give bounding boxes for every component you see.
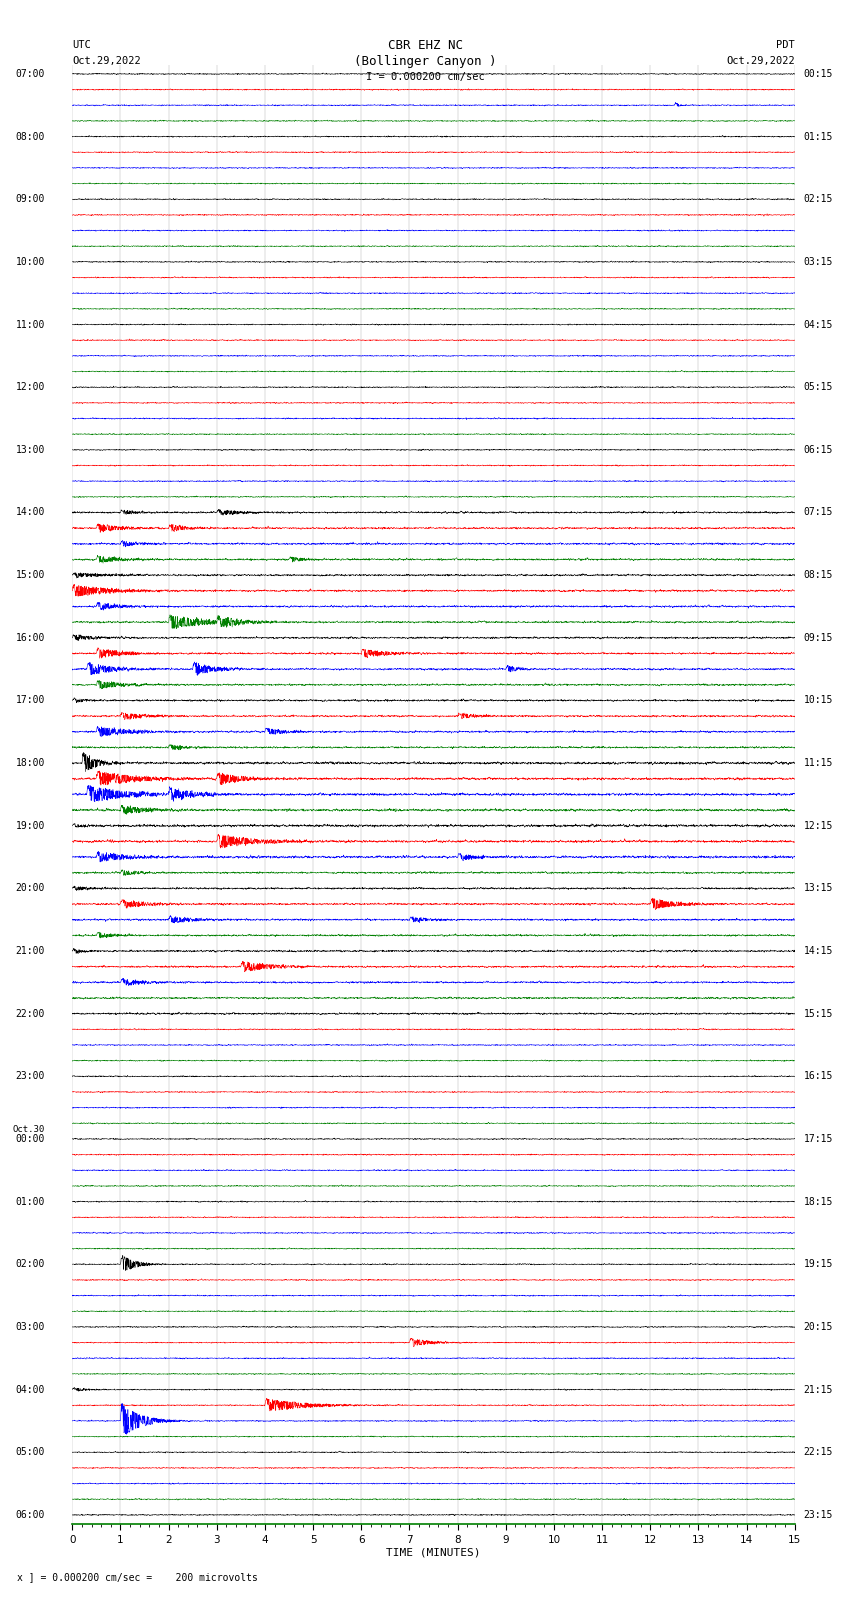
- Text: 16:00: 16:00: [15, 632, 45, 642]
- Text: UTC: UTC: [72, 40, 91, 50]
- Text: 20:00: 20:00: [15, 884, 45, 894]
- Text: 07:00: 07:00: [15, 69, 45, 79]
- Text: 23:00: 23:00: [15, 1071, 45, 1081]
- Text: 04:15: 04:15: [803, 319, 833, 329]
- Text: CBR EHZ NC: CBR EHZ NC: [388, 39, 462, 52]
- Text: 03:00: 03:00: [15, 1323, 45, 1332]
- Text: 21:15: 21:15: [803, 1384, 833, 1395]
- Text: 20:15: 20:15: [803, 1323, 833, 1332]
- Text: 10:00: 10:00: [15, 256, 45, 266]
- Text: 07:15: 07:15: [803, 508, 833, 518]
- X-axis label: TIME (MINUTES): TIME (MINUTES): [386, 1547, 481, 1558]
- Text: Oct.30: Oct.30: [13, 1126, 45, 1134]
- Text: 17:15: 17:15: [803, 1134, 833, 1144]
- Text: 14:15: 14:15: [803, 947, 833, 957]
- Text: Oct.29,2022: Oct.29,2022: [726, 56, 795, 66]
- Text: 15:15: 15:15: [803, 1008, 833, 1019]
- Text: 06:15: 06:15: [803, 445, 833, 455]
- Text: 01:00: 01:00: [15, 1197, 45, 1207]
- Text: 00:00: 00:00: [15, 1134, 45, 1144]
- Text: 10:15: 10:15: [803, 695, 833, 705]
- Text: 15:00: 15:00: [15, 569, 45, 581]
- Text: I = 0.000200 cm/sec: I = 0.000200 cm/sec: [366, 73, 484, 82]
- Text: x ] = 0.000200 cm/sec =    200 microvolts: x ] = 0.000200 cm/sec = 200 microvolts: [17, 1573, 258, 1582]
- Text: 23:15: 23:15: [803, 1510, 833, 1519]
- Text: 22:00: 22:00: [15, 1008, 45, 1019]
- Text: 18:00: 18:00: [15, 758, 45, 768]
- Text: 16:15: 16:15: [803, 1071, 833, 1081]
- Text: 13:00: 13:00: [15, 445, 45, 455]
- Text: 22:15: 22:15: [803, 1447, 833, 1457]
- Text: 05:15: 05:15: [803, 382, 833, 392]
- Text: 19:15: 19:15: [803, 1260, 833, 1269]
- Text: 11:00: 11:00: [15, 319, 45, 329]
- Text: 09:15: 09:15: [803, 632, 833, 642]
- Text: 21:00: 21:00: [15, 947, 45, 957]
- Text: 11:15: 11:15: [803, 758, 833, 768]
- Text: (Bollinger Canyon ): (Bollinger Canyon ): [354, 55, 496, 68]
- Text: 14:00: 14:00: [15, 508, 45, 518]
- Text: 18:15: 18:15: [803, 1197, 833, 1207]
- Text: Oct.29,2022: Oct.29,2022: [72, 56, 141, 66]
- Text: 02:00: 02:00: [15, 1260, 45, 1269]
- Text: 12:15: 12:15: [803, 821, 833, 831]
- Text: 06:00: 06:00: [15, 1510, 45, 1519]
- Text: 08:00: 08:00: [15, 132, 45, 142]
- Text: 19:00: 19:00: [15, 821, 45, 831]
- Text: 04:00: 04:00: [15, 1384, 45, 1395]
- Text: 01:15: 01:15: [803, 132, 833, 142]
- Text: 17:00: 17:00: [15, 695, 45, 705]
- Text: 00:15: 00:15: [803, 69, 833, 79]
- Text: 08:15: 08:15: [803, 569, 833, 581]
- Text: 13:15: 13:15: [803, 884, 833, 894]
- Text: 03:15: 03:15: [803, 256, 833, 266]
- Text: 05:00: 05:00: [15, 1447, 45, 1457]
- Text: PDT: PDT: [776, 40, 795, 50]
- Text: 09:00: 09:00: [15, 194, 45, 205]
- Text: 12:00: 12:00: [15, 382, 45, 392]
- Text: 02:15: 02:15: [803, 194, 833, 205]
